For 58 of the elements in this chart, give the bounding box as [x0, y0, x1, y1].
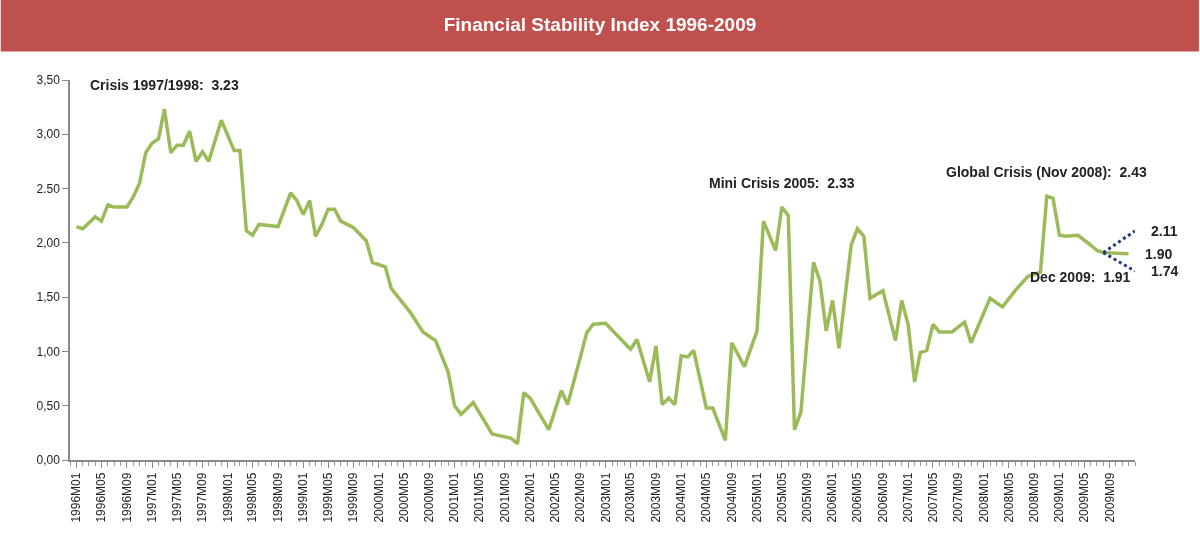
annotation: Mini Crisis 2005: 2.33 [709, 175, 855, 191]
x-tick-label: 2001M05 [472, 472, 487, 523]
x-tick-label: 1997M01 [145, 472, 160, 523]
x-tick-label: 2005M09 [800, 472, 815, 523]
x-tick-label: 1998M09 [270, 472, 285, 523]
x-tick-label: 1996M09 [119, 472, 134, 523]
x-tick-label: 2000M05 [396, 472, 411, 523]
y-tick-label: 0,00 [36, 453, 61, 468]
chart-title: Financial Stability Index 1996-2009 [443, 13, 757, 35]
x-tick-label: 2003M01 [598, 472, 613, 523]
x-tick-label: 1998M01 [220, 472, 235, 523]
x-tick-label: 1998M05 [245, 472, 260, 523]
x-tick-label: 2009M01 [1052, 472, 1067, 523]
x-tick-label: 2006M01 [825, 472, 840, 523]
y-tick-label: 2,00 [36, 236, 61, 251]
x-tick-label: 2006M05 [850, 472, 865, 523]
x-tick-label: 1996M05 [94, 472, 109, 523]
x-tick-label: 2002M01 [523, 472, 538, 523]
x-tick-label: 2004M01 [674, 472, 689, 523]
x-tick-label: 2004M09 [724, 472, 739, 523]
x-tick-label: 2000M01 [371, 472, 386, 523]
x-tick-label: 2008M09 [1027, 472, 1042, 523]
annotation: 1.74 [1151, 263, 1179, 279]
x-tick-label: 1996M01 [69, 472, 84, 523]
annotation: Crisis 1997/1998: 3.23 [90, 77, 239, 93]
x-tick-label: 2008M05 [1001, 472, 1016, 523]
y-tick-label: 3,50 [36, 73, 61, 88]
x-tick-label: 2005M05 [774, 472, 789, 523]
x-tick-label: 2001M09 [497, 472, 512, 523]
x-tick-label: 2001M01 [447, 472, 462, 523]
x-tick-label: 2004M05 [699, 472, 714, 523]
x-tick-label: 2007M05 [925, 472, 940, 523]
x-tick-label: 2009M05 [1077, 472, 1092, 523]
x-tick-label: 1999M09 [346, 472, 361, 523]
x-tick-label: 2007M09 [951, 472, 966, 523]
annotation: Global Crisis (Nov 2008): 2.43 [946, 164, 1147, 180]
y-tick-label: 1,50 [36, 290, 61, 305]
x-tick-label: 2003M09 [648, 472, 663, 523]
x-tick-label: 2009M09 [1102, 472, 1117, 523]
y-tick-label: 1,00 [36, 344, 61, 359]
x-tick-label: 2003M05 [623, 472, 638, 523]
x-tick-label: 1997M09 [195, 472, 210, 523]
x-tick-label: 2008M01 [976, 472, 991, 523]
y-tick-label: 0,50 [36, 398, 61, 413]
x-tick-label: 2005M01 [749, 472, 764, 523]
x-tick-label: 1997M05 [169, 472, 184, 523]
x-tick-label: 2002M05 [547, 472, 562, 523]
x-tick-label: 2007M01 [901, 472, 916, 523]
annotation: Dec 2009: 1.91 [1030, 269, 1131, 285]
x-tick-label: 2006M09 [875, 472, 890, 523]
x-tick-label: 1999M05 [321, 472, 336, 523]
annotation: 1.90 [1145, 246, 1173, 262]
x-tick-label: 2002M09 [573, 472, 588, 523]
x-tick-label: 1999M01 [296, 472, 311, 523]
x-tick-label: 2000M09 [422, 472, 437, 523]
annotation: 2.11 [1151, 223, 1178, 239]
y-tick-label: 3,00 [36, 127, 61, 142]
y-tick-label: 2.50 [36, 181, 61, 196]
